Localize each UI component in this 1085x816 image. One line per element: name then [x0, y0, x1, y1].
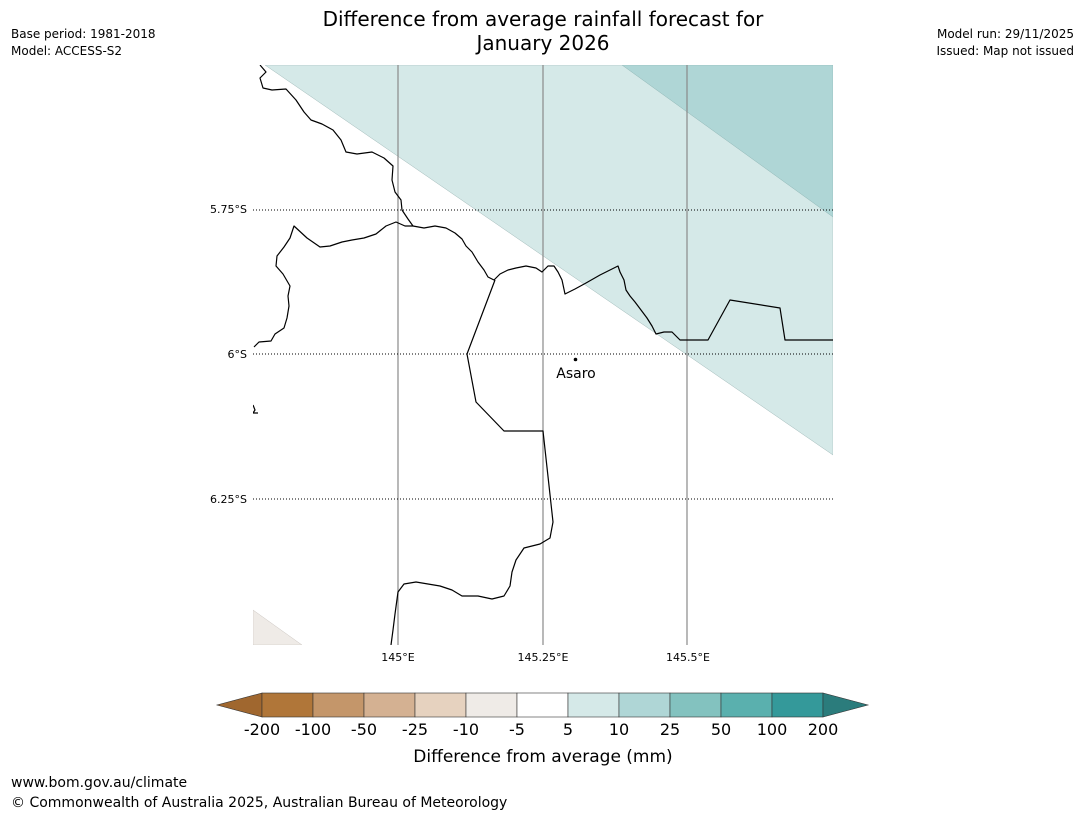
- colorbar-tick-label: 25: [660, 720, 680, 739]
- province-boundaries: [253, 65, 833, 645]
- base-period: Base period: 1981-2018: [11, 27, 156, 41]
- colorbar-box: [567, 692, 620, 718]
- map-title: Difference from average rainfall forecas…: [243, 7, 843, 55]
- colorbar-tick-label: -50: [351, 720, 377, 739]
- lat-label-6-25: 6.25°S: [210, 493, 247, 506]
- header-right-meta: Model run: 29/11/2025 Issued: Map not is…: [936, 26, 1074, 60]
- colorbar-tick-label: 10: [609, 720, 629, 739]
- colorbar-box: [669, 692, 722, 718]
- colorbar-tick-label: -100: [295, 720, 331, 739]
- colorbar-box: [771, 692, 824, 718]
- map-title-line2: January 2026: [476, 31, 610, 55]
- lon-label-145: 145°E: [381, 651, 414, 664]
- lon-label-145-25: 145.25°E: [518, 651, 569, 664]
- colorbar-arrow-high: [822, 692, 870, 718]
- footer-copyright: © Commonwealth of Australia 2025, Austra…: [11, 795, 508, 811]
- colorbar-arrow-low: [215, 692, 263, 718]
- lon-labels: 145°E 145.25°E 145.5°E: [381, 651, 710, 664]
- zone-minus5-to-minus10: [253, 609, 303, 645]
- boundary-south: [390, 279, 554, 645]
- footer-url: www.bom.gov.au/climate: [11, 775, 188, 791]
- lat-label-6: 6°S: [228, 348, 247, 361]
- colorbar-box: [618, 692, 671, 718]
- colorbar-tick-label: 50: [711, 720, 731, 739]
- header-left-meta: Base period: 1981-2018 Model: ACCESS-S2: [11, 26, 156, 60]
- model-name: Model: ACCESS-S2: [11, 44, 123, 58]
- map-title-line1: Difference from average rainfall forecas…: [322, 7, 764, 31]
- boundary-central: [412, 225, 833, 341]
- lon-label-145-5: 145.5°E: [666, 651, 710, 664]
- map-frame: [253, 65, 833, 645]
- issued-status: Issued: Map not issued: [936, 44, 1074, 58]
- colorbar-box: [720, 692, 773, 718]
- lat-labels: 5.75°S 6°S 6.25°S: [210, 203, 247, 506]
- colorbar-tick-label: 200: [808, 720, 839, 739]
- colorbar-box: [414, 692, 467, 718]
- colorbar-tick-label: -200: [244, 720, 280, 739]
- boundary-west-fragment: [253, 404, 258, 414]
- place-label-asaro: Asaro: [556, 366, 595, 382]
- model-run: Model run: 29/11/2025: [936, 27, 1074, 41]
- colorbar-tick-label: -25: [402, 720, 428, 739]
- zone-10-to-25: [621, 65, 833, 218]
- colorbar-tick-label: -5: [509, 720, 525, 739]
- place-marker-asaro: [573, 357, 578, 362]
- colorbar-box: [312, 692, 365, 718]
- lat-label-5-75: 5.75°S: [210, 203, 247, 216]
- colorbar-tick-label: -10: [453, 720, 479, 739]
- colorbar-box: [261, 692, 314, 718]
- colorbar-tick-label: 100: [757, 720, 788, 739]
- colorbar-box: [363, 692, 416, 718]
- zone-5-to-10: [264, 65, 833, 456]
- colorbar-box: [516, 692, 569, 718]
- boundary-north: [253, 65, 414, 348]
- colorbar-box: [465, 692, 518, 718]
- colorbar-label: Difference from average (mm): [413, 747, 672, 767]
- colorbar-tick-label: 5: [563, 720, 573, 739]
- colorbar: -200 -100 -50 -25 -10 -5 5 10 25 50 100 200: [215, 692, 870, 739]
